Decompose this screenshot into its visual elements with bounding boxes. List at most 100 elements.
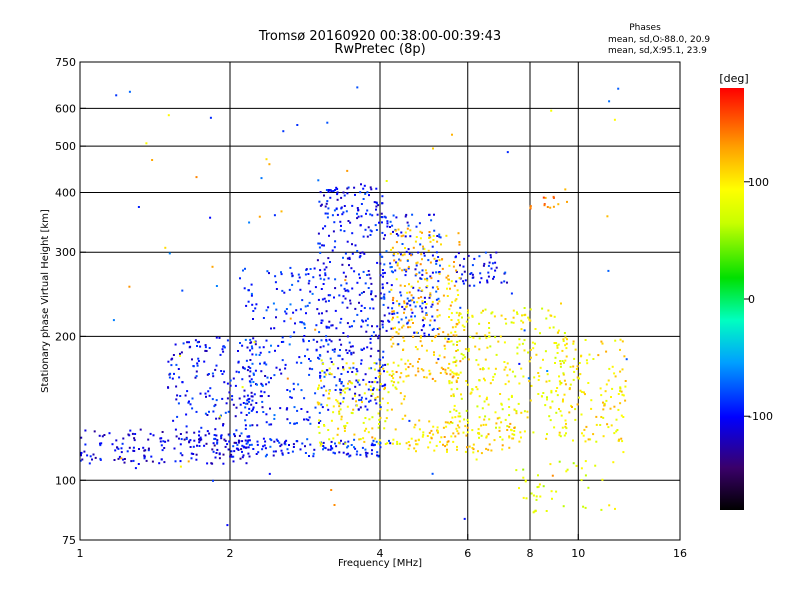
data-point xyxy=(607,426,610,429)
data-point xyxy=(320,443,323,446)
data-point xyxy=(501,438,504,441)
data-point xyxy=(411,299,414,302)
data-point xyxy=(168,252,171,255)
data-point xyxy=(425,312,428,315)
data-point xyxy=(333,348,336,351)
data-point xyxy=(392,342,395,345)
data-point xyxy=(180,351,183,354)
data-point xyxy=(340,373,343,375)
data-point xyxy=(261,384,264,387)
data-point xyxy=(491,311,494,314)
data-point xyxy=(402,380,405,383)
data-point xyxy=(346,370,349,373)
data-point xyxy=(161,431,164,433)
data-point xyxy=(120,447,123,450)
data-point xyxy=(265,363,268,366)
data-point xyxy=(251,303,254,306)
data-point xyxy=(404,247,406,249)
data-point xyxy=(431,271,434,274)
data-point xyxy=(264,447,267,450)
data-point xyxy=(362,187,365,190)
data-point xyxy=(382,237,385,240)
data-point xyxy=(225,402,228,405)
data-point xyxy=(600,416,603,418)
data-point xyxy=(600,340,603,343)
data-point xyxy=(346,446,349,449)
data-point xyxy=(466,446,468,449)
data-point xyxy=(335,327,338,330)
data-point xyxy=(266,376,269,379)
data-point xyxy=(534,509,537,512)
data-point xyxy=(256,440,259,443)
data-point xyxy=(421,300,424,303)
data-point xyxy=(424,306,427,309)
data-point xyxy=(481,407,484,410)
data-point xyxy=(351,232,354,235)
data-point xyxy=(167,360,170,363)
data-point xyxy=(450,319,453,321)
data-point xyxy=(490,449,493,452)
data-point xyxy=(268,423,271,426)
data-point xyxy=(253,341,256,344)
data-point xyxy=(223,381,226,384)
data-point xyxy=(348,366,351,369)
data-point xyxy=(548,379,551,382)
data-point xyxy=(330,340,333,343)
data-point xyxy=(504,366,507,369)
data-point xyxy=(391,313,394,315)
data-point xyxy=(347,220,350,222)
data-point xyxy=(244,427,247,430)
data-point xyxy=(248,435,251,438)
data-point xyxy=(501,408,504,411)
data-point xyxy=(246,369,249,372)
data-point xyxy=(327,277,330,280)
data-point xyxy=(420,307,423,310)
data-point xyxy=(248,407,251,410)
data-point xyxy=(608,504,611,507)
data-point xyxy=(425,303,428,305)
data-point xyxy=(403,311,405,314)
data-point xyxy=(489,382,492,385)
data-point xyxy=(340,439,342,442)
data-point xyxy=(429,275,432,278)
data-point xyxy=(425,313,428,316)
data-point xyxy=(422,316,425,319)
data-point xyxy=(399,259,402,262)
data-point xyxy=(372,307,375,310)
data-point xyxy=(409,229,412,232)
data-point xyxy=(478,337,481,340)
data-point xyxy=(558,380,561,383)
data-point xyxy=(389,266,392,269)
data-point xyxy=(316,401,319,404)
data-point xyxy=(410,308,413,311)
data-point xyxy=(273,440,276,443)
data-point xyxy=(380,255,383,258)
data-point xyxy=(504,383,507,386)
data-point xyxy=(385,250,388,253)
data-point xyxy=(319,251,322,254)
data-point xyxy=(473,257,476,260)
data-point xyxy=(464,450,467,453)
data-point xyxy=(542,485,545,488)
data-point xyxy=(576,403,579,406)
data-point xyxy=(193,439,196,442)
data-point xyxy=(414,268,417,271)
data-point xyxy=(381,326,384,329)
data-point xyxy=(403,285,406,287)
data-point xyxy=(462,354,465,357)
data-point xyxy=(176,415,179,418)
data-point xyxy=(415,443,418,446)
data-point xyxy=(100,442,103,445)
data-point xyxy=(342,366,344,369)
data-point xyxy=(145,459,148,462)
data-point xyxy=(391,318,394,321)
data-point xyxy=(173,447,176,450)
data-point xyxy=(335,384,338,387)
data-point xyxy=(263,391,266,394)
data-point xyxy=(390,374,393,377)
data-point xyxy=(479,272,482,275)
data-point xyxy=(304,305,307,308)
data-point xyxy=(383,263,386,266)
data-point xyxy=(529,205,532,208)
data-point xyxy=(455,372,458,375)
